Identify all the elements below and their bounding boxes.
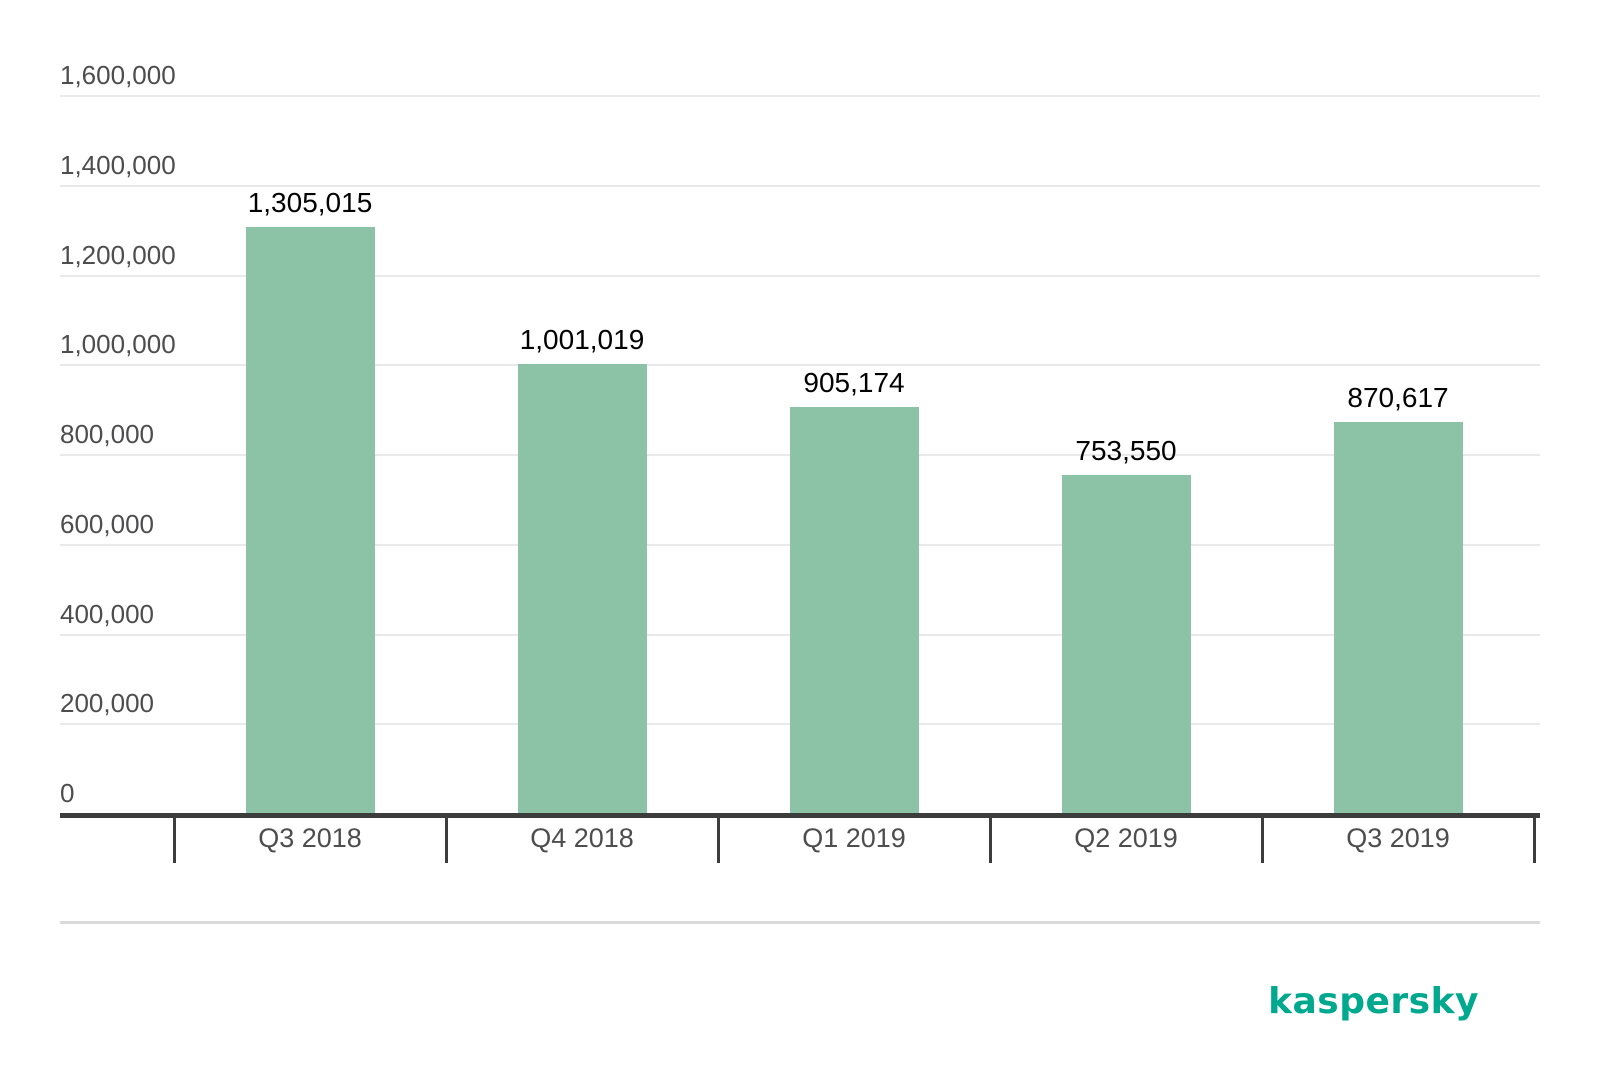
bar (1062, 475, 1191, 813)
bar-value-label: 1,305,015 (247, 187, 373, 218)
y-tick-label: 1,000,000 (60, 329, 176, 359)
x-tick (445, 813, 448, 863)
y-gridline (60, 275, 1540, 277)
bar (790, 407, 919, 813)
y-tick-label: 1,400,000 (60, 150, 176, 180)
x-tick-label: Q4 2018 (530, 823, 634, 853)
bar-value-label: 905,174 (803, 367, 905, 398)
x-tick-label: Q3 2019 (1346, 823, 1450, 853)
bar (246, 227, 375, 813)
y-tick-label: 600,000 (60, 509, 154, 539)
x-tick-label: Q3 2018 (258, 823, 362, 853)
y-tick-label: 0 (60, 778, 75, 808)
y-tick-label: 200,000 (60, 688, 154, 718)
y-gridline (60, 95, 1540, 97)
chart-separator (60, 921, 1540, 924)
y-gridline (60, 364, 1540, 366)
x-axis-line (60, 813, 1540, 818)
x-tick-label: Q2 2019 (1074, 823, 1178, 853)
bar-value-label: 753,550 (1075, 435, 1177, 466)
x-tick (1261, 813, 1264, 863)
x-tick-label: Q1 2019 (802, 823, 906, 853)
kaspersky-logo: kaspersky (1268, 981, 1479, 1022)
y-tick-label: 1,200,000 (60, 240, 176, 270)
x-tick (173, 813, 176, 863)
bar (1334, 422, 1463, 813)
bar-value-label: 870,617 (1347, 382, 1449, 413)
x-tick (1533, 813, 1536, 863)
y-tick-label: 400,000 (60, 599, 154, 629)
x-tick (717, 813, 720, 863)
y-tick-label: 800,000 (60, 419, 154, 449)
y-tick-label: 1,600,000 (60, 60, 176, 90)
y-gridline (60, 185, 1540, 187)
bar (518, 364, 647, 813)
bar-value-label: 1,001,019 (519, 324, 645, 355)
x-tick (989, 813, 992, 863)
